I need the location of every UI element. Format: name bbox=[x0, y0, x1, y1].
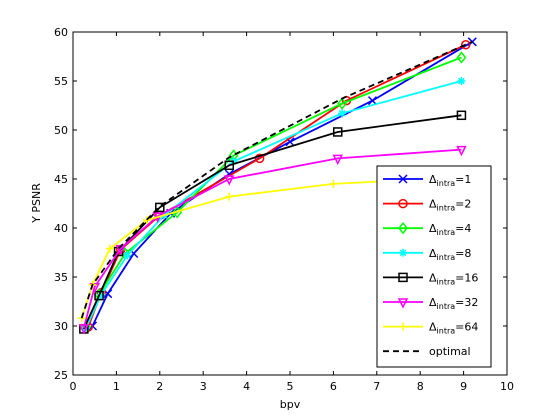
x-tick-label: 1 bbox=[113, 380, 120, 393]
x-tick-label: 7 bbox=[373, 380, 380, 393]
legend-label: Δintra=1 bbox=[429, 173, 471, 188]
y-tick-label: 60 bbox=[54, 26, 68, 39]
data-point bbox=[332, 127, 343, 137]
data-point bbox=[456, 51, 467, 64]
x-tick-label: 0 bbox=[70, 380, 77, 393]
legend-label: optimal bbox=[429, 345, 471, 358]
legend-entry: Δintra=32 bbox=[383, 296, 478, 311]
legend-entry: Δintra=4 bbox=[383, 221, 471, 237]
data-point bbox=[332, 154, 343, 166]
legend-entry: Δintra=1 bbox=[383, 173, 471, 188]
data-point bbox=[329, 179, 338, 188]
series-line bbox=[82, 114, 462, 330]
data-point bbox=[224, 160, 234, 171]
data-point bbox=[461, 39, 471, 50]
legend-label: Δintra=8 bbox=[429, 247, 471, 262]
x-tick-label: 5 bbox=[287, 380, 294, 393]
legend-marker bbox=[398, 174, 408, 184]
y-tick-label: 45 bbox=[54, 173, 68, 186]
legend-marker bbox=[398, 272, 408, 283]
legend-marker bbox=[398, 221, 408, 235]
data-point bbox=[367, 96, 377, 106]
y-tick-label: 35 bbox=[54, 271, 68, 284]
legend-entry: Δintra=2 bbox=[383, 198, 471, 213]
x-tick-label: 10 bbox=[500, 380, 514, 393]
x-axis-label: bpv bbox=[280, 398, 301, 411]
legend-label: Δintra=64 bbox=[429, 321, 478, 336]
legend-marker bbox=[399, 322, 407, 331]
series-7 bbox=[80, 40, 473, 319]
legend-entry: Δintra=64 bbox=[383, 321, 478, 336]
y-tick-label: 55 bbox=[54, 75, 68, 88]
data-point bbox=[338, 109, 347, 118]
data-point bbox=[94, 290, 104, 301]
legend-entry: Δintra=16 bbox=[383, 271, 478, 286]
y-tick-label: 25 bbox=[54, 369, 68, 382]
legend-entry: Δintra=8 bbox=[383, 247, 471, 262]
x-tick-label: 8 bbox=[417, 380, 424, 393]
data-point bbox=[105, 244, 114, 253]
data-point bbox=[142, 216, 151, 225]
x-tick-label: 3 bbox=[200, 380, 207, 393]
data-point bbox=[225, 192, 234, 201]
legend-label: Δintra=16 bbox=[429, 271, 478, 286]
legend-label: Δintra=4 bbox=[429, 222, 471, 237]
data-point bbox=[254, 153, 265, 164]
legend-marker bbox=[397, 298, 409, 309]
data-point bbox=[97, 290, 106, 299]
data-point bbox=[456, 110, 467, 121]
legend-box bbox=[376, 165, 492, 368]
legend-marker bbox=[398, 198, 408, 209]
data-point bbox=[155, 202, 165, 213]
data-point bbox=[456, 145, 467, 157]
x-tick-label: 9 bbox=[460, 380, 467, 393]
data-point bbox=[224, 175, 235, 186]
legend-label: Δintra=2 bbox=[429, 198, 471, 213]
x-tick-label: 6 bbox=[330, 380, 337, 393]
legend-marker bbox=[399, 248, 407, 257]
y-tick-label: 40 bbox=[54, 222, 68, 235]
x-tick-label: 2 bbox=[156, 380, 163, 393]
data-point bbox=[123, 251, 132, 260]
series-line bbox=[80, 40, 473, 319]
data-point bbox=[457, 77, 466, 85]
y-tick-label: 50 bbox=[54, 124, 68, 137]
data-point bbox=[78, 324, 90, 335]
legend: Δintra=1 Δintra=2 Δintra=4 Δintra=8 Δintra=1… bbox=[376, 165, 492, 368]
series-layer bbox=[77, 37, 477, 335]
y-tick-label: 30 bbox=[54, 320, 68, 333]
legend-label: Δintra=32 bbox=[429, 296, 478, 311]
x-tick-label: 4 bbox=[243, 380, 250, 393]
y-axis-label: Y PSNR bbox=[30, 183, 43, 224]
legend-entry: optimal bbox=[383, 345, 471, 358]
data-point bbox=[337, 97, 348, 110]
